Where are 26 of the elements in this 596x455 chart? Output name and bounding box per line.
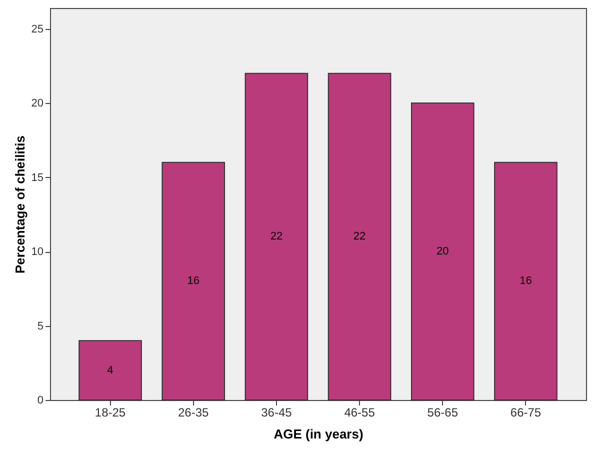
bar [328, 72, 392, 400]
x-tick-label: 26-35 [178, 406, 210, 420]
y-tick-label: 20 [31, 98, 44, 110]
bar [244, 72, 308, 400]
bar [410, 102, 474, 400]
x-tick-label: 36-45 [261, 406, 292, 420]
x-tick-label: 18-25 [94, 406, 126, 420]
y-tick-label: 0 [37, 394, 44, 406]
x-axis-title: AGE (in years) [274, 426, 364, 442]
data-label: 22 [353, 230, 366, 243]
y-tick-label: 15 [31, 172, 44, 184]
data-label: 16 [187, 275, 200, 288]
data-label: 16 [520, 275, 532, 288]
bar [78, 340, 142, 400]
bar [162, 162, 226, 400]
y-axis-title: Percentage of cheilitis [12, 136, 28, 274]
y-tick-label: 25 [31, 23, 44, 36]
y-tick-label: 10 [31, 246, 44, 258]
data-label: 20 [436, 246, 449, 258]
bar [494, 162, 558, 400]
x-tick-label: 56-65 [427, 406, 458, 420]
x-tick-label: 66-75 [510, 406, 542, 420]
y-tick-label: 5 [37, 320, 44, 332]
data-label: 22 [270, 230, 283, 243]
data-label: 4 [107, 364, 114, 376]
x-tick-label: 46-55 [344, 406, 376, 420]
